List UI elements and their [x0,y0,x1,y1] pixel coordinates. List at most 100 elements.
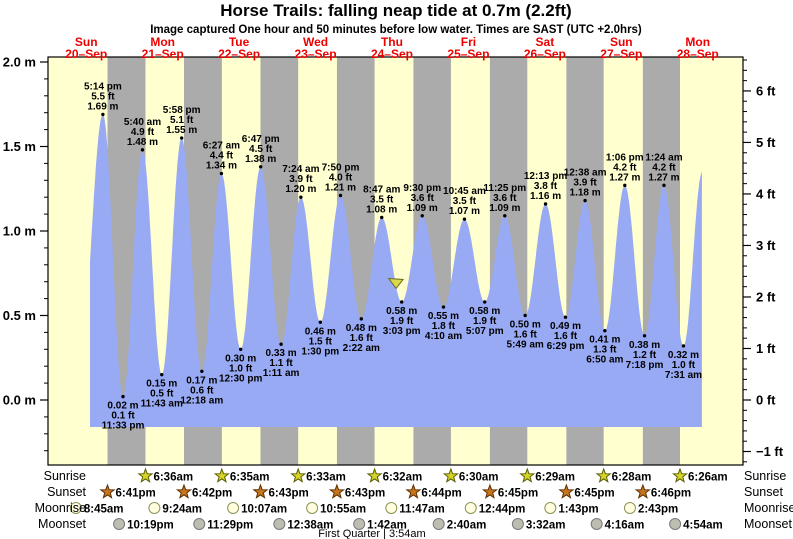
low-tide-annotation: 0.46 m [305,326,336,337]
astro-event-time: 12:38am [287,520,333,532]
astro-event-time: 4:16am [605,520,645,532]
astro-event-time: 6:45pm [574,488,614,500]
sunset-icon [405,483,422,499]
high-tide-annotation: 1.09 m [489,203,520,214]
astro-event-time: 6:30am [459,472,499,484]
moonrise-row-label-right: Moonrise [744,501,793,515]
sunset-row-label-left: Sunset [47,485,86,499]
astro-event-time: 4:54am [683,520,723,532]
low-tide-annotation: 0.5 ft [150,389,174,400]
low-tide-annotation: 1.1 ft [269,358,293,369]
chart-title: Horse Trails: falling neap tide at 0.7m … [220,1,571,20]
tide-extreme-dot [259,165,263,169]
low-tide-annotation: 1:30 pm [301,346,339,357]
tide-extreme-dot [462,217,467,221]
low-tide-annotation: 0.41 m [589,335,620,346]
high-tide-annotation: 8:47 am [363,184,400,195]
day-date-label: 27–Sep [600,47,642,61]
tide-extreme-dot [483,300,487,304]
tide-extreme-dot [543,202,548,206]
day-date-label: 20–Sep [65,47,107,61]
day-weekday-label: Sun [610,35,633,49]
day-weekday-label: Fri [461,35,476,49]
astro-event-time: 6:35am [230,472,270,484]
sunset-icon [99,483,116,499]
sunset-icon [175,483,193,499]
tide-extreme-dot [642,334,647,338]
astro-event-time: 11:29pm [207,520,253,532]
sunset-icon [481,483,498,499]
astro-event-time: 12:44pm [479,504,526,516]
day-weekday-label: Tue [229,35,250,49]
astro-event-time: 3:32am [526,520,566,532]
moonset-icon [193,518,206,530]
low-tide-annotation: 1.6 ft [554,331,578,342]
moonset-row-label-right: Moonset [744,517,792,531]
astro-event-time: 10:07am [241,504,287,516]
low-tide-annotation: 12:30 pm [219,373,262,384]
sunset-icon [558,483,575,499]
high-tide-annotation: 6:27 am [203,141,240,152]
low-tide-annotation: 3:03 pm [383,326,421,337]
astro-event-time: 2:43pm [638,504,678,516]
tide-extreme-dot [380,215,384,220]
moonset-icon [273,518,286,530]
low-tide-annotation: 0.48 m [346,323,377,334]
high-tide-annotation: 4.5 ft [249,144,273,155]
high-tide-annotation: 1.07 m [449,206,480,217]
tide-extreme-dot [101,112,105,117]
high-tide-annotation: 1.20 m [285,184,316,195]
day-date-label: 28–Sep [677,47,719,61]
sunrise-icon [519,467,536,483]
day-date-label: 26–Sep [524,47,566,61]
astro-event-time: 6:32am [383,472,423,484]
high-tide-annotation: 1.27 m [648,172,679,183]
low-tide-annotation: 7:31 am [665,370,702,381]
moon-phase-footer: First Quarter | 3:54am [318,528,425,539]
tide-level-area [90,114,702,428]
high-tide-annotation: 1.21 m [325,183,356,194]
high-tide-annotation: 12:38 am [564,168,607,179]
low-tide-annotation: 1.2 ft [633,350,657,361]
sunrise-row-label-right: Sunrise [744,469,786,483]
tide-extreme-dot [279,342,283,346]
low-tide-annotation: 0.17 m [186,375,217,386]
high-tide-annotation: 5:58 pm [163,105,201,116]
current-time-marker [387,277,405,290]
sunset-row-label-right: Sunset [744,485,783,499]
tide-extreme-dot [318,320,323,324]
high-tide-annotation: 1.27 m [609,172,640,183]
tide-extreme-dot [338,193,343,198]
day-weekday-label: Sun [75,35,98,49]
right-axis-tick-label: 5 ft [756,135,776,150]
sunset-icon [252,483,269,499]
astro-event-time: 6:42pm [192,488,232,500]
astro-event-time: 6:43pm [268,488,308,500]
low-tide-annotation: 12:18 am [180,395,223,406]
low-tide-annotation: 0.58 m [469,306,500,317]
left-axis-tick-label: 1.5 m [3,139,36,154]
low-tide-annotation: 0.50 m [510,320,541,331]
moonrise-icon [69,502,82,514]
sunset-icon [634,483,651,499]
day-date-label: 22–Sep [218,47,260,61]
day-date-label: 24–Sep [371,47,413,61]
high-tide-annotation: 4.2 ft [652,162,676,173]
tide-extreme-dot [140,148,145,152]
astro-event-time: 6:36am [153,472,193,484]
right-axis-tick-label: 6 ft [756,83,776,98]
high-tide-annotation: 4.9 ft [131,127,155,138]
high-tide-annotation: 1.69 m [87,101,118,112]
right-axis-tick-label: 4 ft [756,186,776,201]
low-tide-annotation: 11:33 pm [102,421,145,432]
astro-event-time: 8:45am [84,504,124,516]
high-tide-annotation: 1.38 m [245,154,276,165]
tide-extreme-dot [200,369,204,373]
tide-extreme-dot [238,347,243,351]
sunset-icon [328,483,345,499]
low-tide-annotation: 2:22 am [343,343,380,354]
astro-event-time: 6:28am [612,472,652,484]
tide-extreme-dot [523,313,527,318]
high-tide-annotation: 3.6 ft [411,193,435,204]
astro-event-time: 9:24am [162,504,202,516]
